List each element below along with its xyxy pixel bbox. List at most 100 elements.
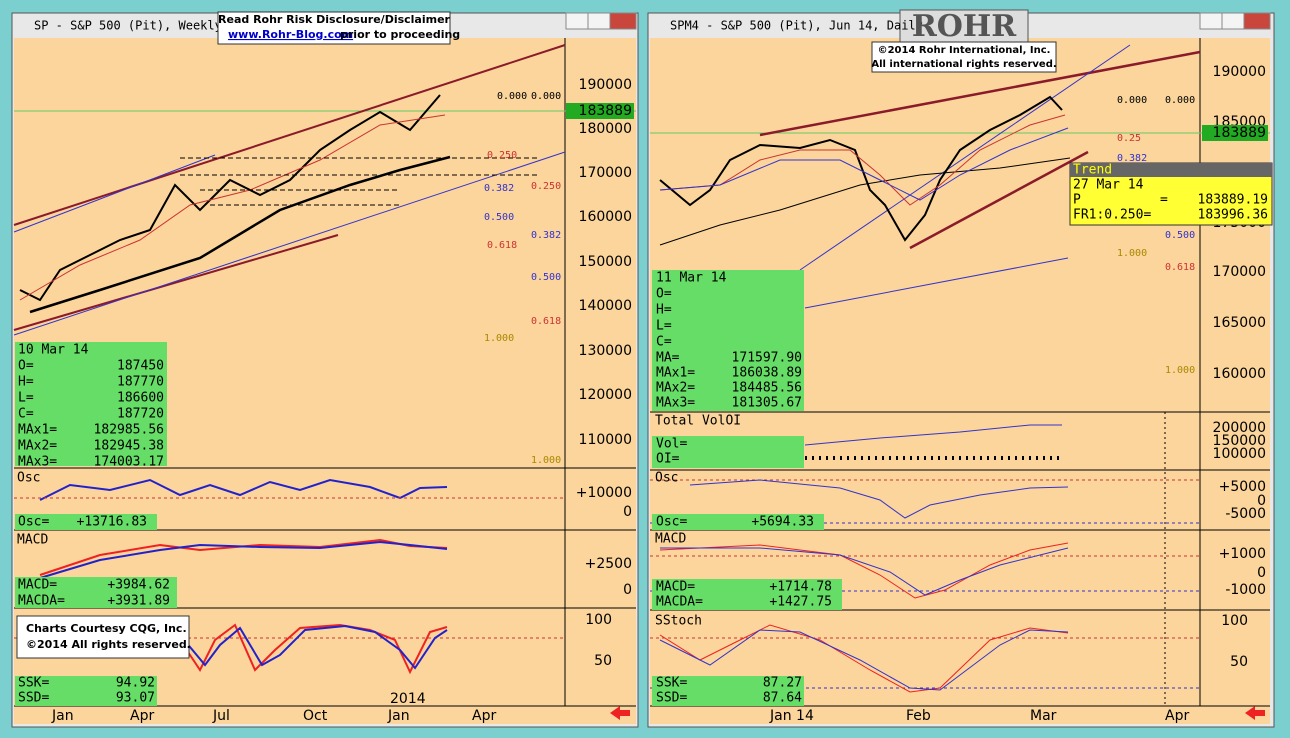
- stoch-tick: 50: [1230, 654, 1248, 670]
- x-tick-label: Jan: [387, 708, 410, 724]
- x-tick-label: Jan: [51, 708, 74, 724]
- info-label: O=: [18, 359, 34, 374]
- tooltip-value: 183889.19: [1198, 193, 1268, 208]
- info-value: 186038.89: [732, 366, 802, 381]
- info-label: L=: [18, 391, 34, 406]
- info-box: [15, 514, 157, 530]
- panel-label: SStoch: [655, 614, 702, 629]
- macd-tick: 0: [1257, 565, 1266, 581]
- minimize-button[interactable]: [1199, 12, 1223, 30]
- info-value: 184485.56: [732, 381, 802, 396]
- fib-label: 1.000: [1165, 365, 1195, 376]
- logo: ROHR: [912, 9, 1017, 44]
- tooltip-value: 183996.36: [1198, 208, 1268, 223]
- window-title: SPM4 - S&P 500 (Pit), Jun 14, Daily: [670, 19, 923, 33]
- macd-tick: +1000: [1219, 546, 1266, 562]
- tooltip-label: P: [1073, 193, 1081, 208]
- osc-tick: +10000: [576, 485, 632, 501]
- fib-label: 0.000: [497, 91, 527, 102]
- macd-tick: 0: [623, 582, 632, 598]
- x-tick-label: Jul: [212, 708, 230, 724]
- right-osc-line: [689, 479, 1069, 519]
- panel-label: Osc: [655, 471, 678, 486]
- left-ssk-line: [179, 623, 448, 675]
- info-label: Osc=: [18, 515, 49, 530]
- last-price-box: [1202, 125, 1268, 141]
- fib-label: 1.000: [531, 455, 561, 466]
- info-box: [652, 436, 804, 468]
- info-label: MACDA=: [656, 595, 703, 610]
- copyright: ©2014 Rohr International, Inc.: [878, 45, 1051, 56]
- close-button[interactable]: [609, 12, 637, 30]
- info-label: C=: [656, 335, 672, 350]
- maximize-button[interactable]: [587, 12, 611, 30]
- minimize-button[interactable]: [565, 12, 589, 30]
- maximize-button[interactable]: [1221, 12, 1245, 30]
- info-value: 171597.90: [732, 351, 802, 366]
- x-tick-label: Jan 14: [769, 708, 814, 724]
- fib-label: 0.250: [531, 181, 561, 192]
- price-tick: 190000: [579, 77, 632, 93]
- info-label: MAx3=: [656, 396, 695, 411]
- info-value: 187720: [117, 407, 164, 422]
- vol-tick: 150000: [1213, 433, 1266, 449]
- last-price: 183889: [1213, 125, 1266, 141]
- fib-label: 0.500: [531, 272, 561, 283]
- panel-label: MACD: [655, 532, 686, 547]
- price-tick: 190000: [1213, 64, 1266, 80]
- info-label: MA=: [656, 351, 680, 366]
- macd-tick: +2500: [585, 556, 632, 572]
- stoch-tick: 100: [585, 612, 612, 628]
- info-label: SSD=: [656, 691, 687, 706]
- info-value: 182985.56: [94, 423, 164, 438]
- vol-tick: 200000: [1213, 420, 1266, 436]
- price-tick: 150000: [579, 254, 632, 270]
- panel-label: Total VolOI: [655, 414, 741, 429]
- price-tick: 160000: [1213, 366, 1266, 382]
- info-value: 182945.38: [94, 439, 164, 454]
- info-label: MAx1=: [656, 366, 695, 381]
- tooltip-eq: =: [1160, 193, 1168, 208]
- courtesy: ©2014 All rights reserved.: [26, 638, 191, 651]
- scroll-arrow[interactable]: [610, 706, 630, 720]
- info-value: +1427.75: [769, 595, 832, 610]
- left-price-drawing: [13, 44, 566, 336]
- fib-label: 0.382: [484, 183, 514, 194]
- scroll-arrow[interactable]: [1245, 706, 1265, 720]
- fib-label: 0.500: [484, 212, 514, 223]
- disclaimer-link: www.Rohr-Blog.com: [228, 28, 353, 41]
- tooltip-title: Trend: [1073, 163, 1112, 178]
- right-macda-line: [660, 547, 1069, 596]
- fib-label: 0.500: [1165, 230, 1195, 241]
- tooltip-header: [1070, 163, 1272, 177]
- price-tick: 165000: [1213, 315, 1266, 331]
- x-tick-label: Apr: [130, 708, 154, 724]
- disclaimer: Read Rohr Risk Disclosure/Disclaimer: [218, 13, 451, 26]
- right-ssd-line: [659, 629, 1069, 691]
- info-label: MAx3=: [18, 455, 57, 470]
- right-price-drawing: [659, 44, 1201, 309]
- osc-tick: 0: [623, 504, 632, 520]
- right-oi-line: [804, 424, 1062, 446]
- osc-tick: +5000: [1219, 479, 1266, 495]
- last-price-box: [566, 103, 634, 119]
- info-label: L=: [656, 319, 672, 334]
- price-tick: 170000: [579, 165, 632, 181]
- fib-label: 0.382: [531, 230, 561, 241]
- info-value: +5694.33: [751, 515, 814, 530]
- fib-label: 0.618: [531, 316, 561, 327]
- info-label: MAx1=: [18, 423, 57, 438]
- stoch-tick: 50: [594, 653, 612, 669]
- price-tick: 110000: [579, 432, 632, 448]
- info-label: SSD=: [18, 691, 49, 706]
- info-date: 10 Mar 14: [18, 343, 89, 358]
- info-value: 174003.17: [94, 455, 164, 470]
- x-tick-label: Feb: [906, 708, 931, 724]
- info-box: [15, 676, 157, 706]
- close-button[interactable]: [1243, 12, 1271, 30]
- fib-label: 0.000: [1165, 95, 1195, 106]
- price-tick: 140000: [579, 298, 632, 314]
- info-label: Vol=: [656, 437, 687, 452]
